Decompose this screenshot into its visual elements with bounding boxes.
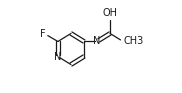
Text: N: N <box>93 36 101 46</box>
Text: OH: OH <box>102 8 118 18</box>
Text: N: N <box>54 52 62 62</box>
Text: CH3: CH3 <box>124 36 144 46</box>
Text: F: F <box>40 29 45 39</box>
